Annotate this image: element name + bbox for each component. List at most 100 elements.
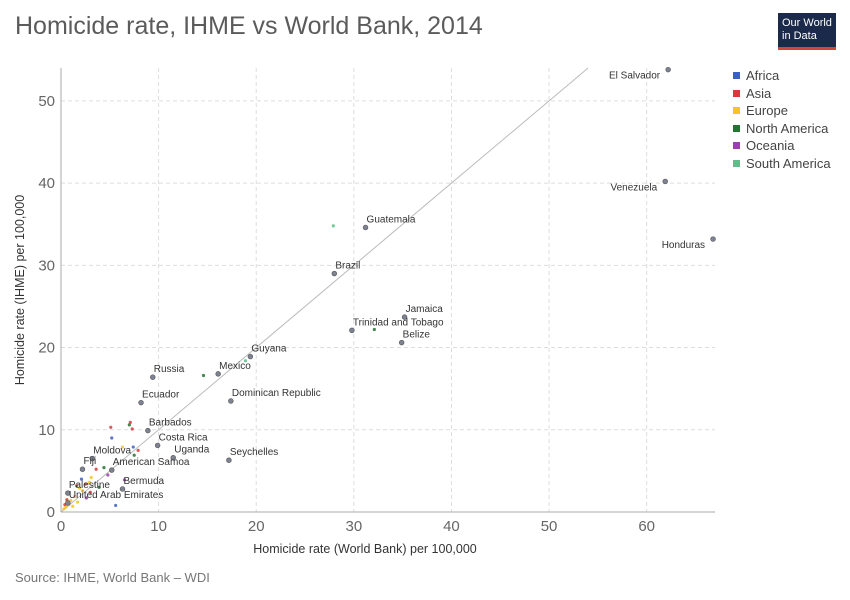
y-axis-label: Homicide rate (IHME) per 100,000 [13, 195, 27, 385]
x-tick-label: 10 [150, 518, 167, 535]
labeled-data-point[interactable] [349, 327, 355, 333]
data-point[interactable] [372, 327, 376, 332]
point-label: Fiji [83, 456, 96, 467]
data-point[interactable] [79, 477, 84, 481]
x-tick-label: 60 [638, 518, 655, 535]
labeled-data-point[interactable] [150, 374, 156, 380]
data-point[interactable] [114, 503, 118, 508]
data-point[interactable] [131, 445, 135, 449]
labeled-data-point[interactable] [226, 457, 232, 463]
labeled-data-point[interactable] [362, 224, 369, 231]
data-point[interactable] [89, 475, 93, 480]
data-point[interactable] [75, 500, 80, 504]
legend-label: Africa [746, 68, 780, 83]
point-label: Mexico [219, 361, 251, 372]
data-point[interactable] [109, 425, 113, 429]
labeled-data-point[interactable] [145, 427, 151, 434]
labeled-data-point[interactable] [710, 236, 716, 242]
legend-item[interactable]: Europe [733, 102, 831, 120]
labeled-data-point[interactable] [109, 467, 115, 473]
legend-item[interactable]: Oceania [733, 137, 831, 155]
point-label: Trinidad and Tobago [353, 317, 444, 328]
labeled-data-point[interactable] [65, 490, 71, 496]
legend-swatch [733, 124, 740, 132]
labeled-data-point[interactable] [215, 371, 221, 377]
reference-line-y-equals-x [60, 67, 589, 513]
legend-item[interactable]: South America [733, 155, 831, 173]
y-tick-label: 0 [47, 504, 55, 521]
point-label: Guyana [251, 344, 286, 355]
legend-label: Oceania [746, 138, 795, 154]
source-note: Source: IHME, World Bank – WDI [15, 570, 210, 585]
y-tick-label: 40 [38, 175, 55, 192]
legend: Africa Asia Europe North America Oceania Sout… [733, 67, 831, 173]
data-point[interactable] [94, 467, 98, 471]
y-tick-label: 10 [38, 422, 55, 439]
legend-item[interactable]: Africa [733, 67, 831, 85]
legend-label: South America [746, 155, 831, 171]
data-point[interactable] [88, 490, 92, 494]
data-point[interactable] [331, 224, 335, 228]
point-label: Ecuador [142, 390, 180, 401]
labeled-data-point[interactable] [65, 500, 71, 506]
labeled-data-point[interactable] [170, 455, 176, 461]
data-point[interactable] [80, 489, 85, 493]
point-label: Honduras [662, 240, 705, 251]
labeled-data-point[interactable] [331, 270, 338, 277]
labeled-data-point[interactable] [247, 353, 254, 360]
data-point[interactable] [127, 423, 131, 427]
labeled-data-point[interactable] [79, 466, 86, 472]
data-point[interactable] [84, 496, 88, 500]
data-point[interactable] [122, 478, 127, 482]
data-point[interactable] [83, 482, 88, 486]
data-point[interactable] [71, 504, 75, 508]
legend-swatch [733, 89, 740, 97]
point-label: American Samoa [113, 457, 190, 468]
logo-line-2: in Data [782, 30, 817, 42]
legend-label: Europe [746, 103, 788, 119]
labeled-data-point[interactable] [154, 442, 161, 449]
y-tick-label: 30 [38, 257, 55, 274]
point-label: Bermuda [123, 476, 164, 487]
y-tick-label: 20 [38, 340, 55, 357]
owid-logo[interactable]: Our World in Data [778, 13, 836, 50]
data-point[interactable] [106, 473, 110, 477]
legend-item[interactable]: North America [733, 120, 831, 138]
data-point[interactable] [62, 507, 66, 511]
labeled-data-point[interactable] [89, 455, 95, 462]
x-tick-label: 30 [345, 518, 362, 535]
labeled-data-point[interactable] [398, 339, 405, 346]
data-point[interactable] [201, 373, 206, 378]
point-label: Dominican Republic [232, 388, 321, 399]
labeled-data-point[interactable] [138, 399, 144, 406]
labeled-data-point[interactable] [662, 178, 668, 185]
chart-title: Homicide rate, IHME vs World Bank, 2014 [15, 12, 483, 40]
label-layer: El Salvador Venezuela Honduras Guatemala Bra… [69, 71, 705, 501]
data-point[interactable] [120, 445, 125, 449]
data-point[interactable] [130, 427, 134, 431]
point-label: Costa Rica [159, 432, 208, 443]
labeled-data-point[interactable] [228, 398, 234, 404]
data-point[interactable] [97, 485, 101, 489]
labeled-data-point[interactable] [401, 314, 408, 320]
data-point[interactable] [136, 448, 140, 452]
point-label: Belize [403, 330, 431, 341]
data-point[interactable] [73, 494, 77, 498]
data-point[interactable] [102, 466, 106, 470]
legend-item[interactable]: Asia [733, 85, 831, 103]
labeled-data-point[interactable] [665, 66, 671, 73]
data-point[interactable] [77, 486, 82, 490]
data-point[interactable] [243, 359, 248, 363]
data-point[interactable] [132, 453, 136, 457]
x-tick-label: 40 [443, 518, 460, 535]
labeled-data-point[interactable] [119, 486, 126, 492]
data-point[interactable] [128, 420, 132, 424]
point-label: Palestine [69, 480, 111, 491]
data-point[interactable] [75, 484, 79, 488]
data-point[interactable] [69, 498, 73, 503]
data-point[interactable] [87, 480, 91, 484]
point-label: Barbados [149, 418, 192, 429]
tick-layer: 0 10 20 30 40 50 60 0 10 20 30 40 50 [38, 93, 655, 535]
data-point[interactable] [110, 436, 114, 440]
